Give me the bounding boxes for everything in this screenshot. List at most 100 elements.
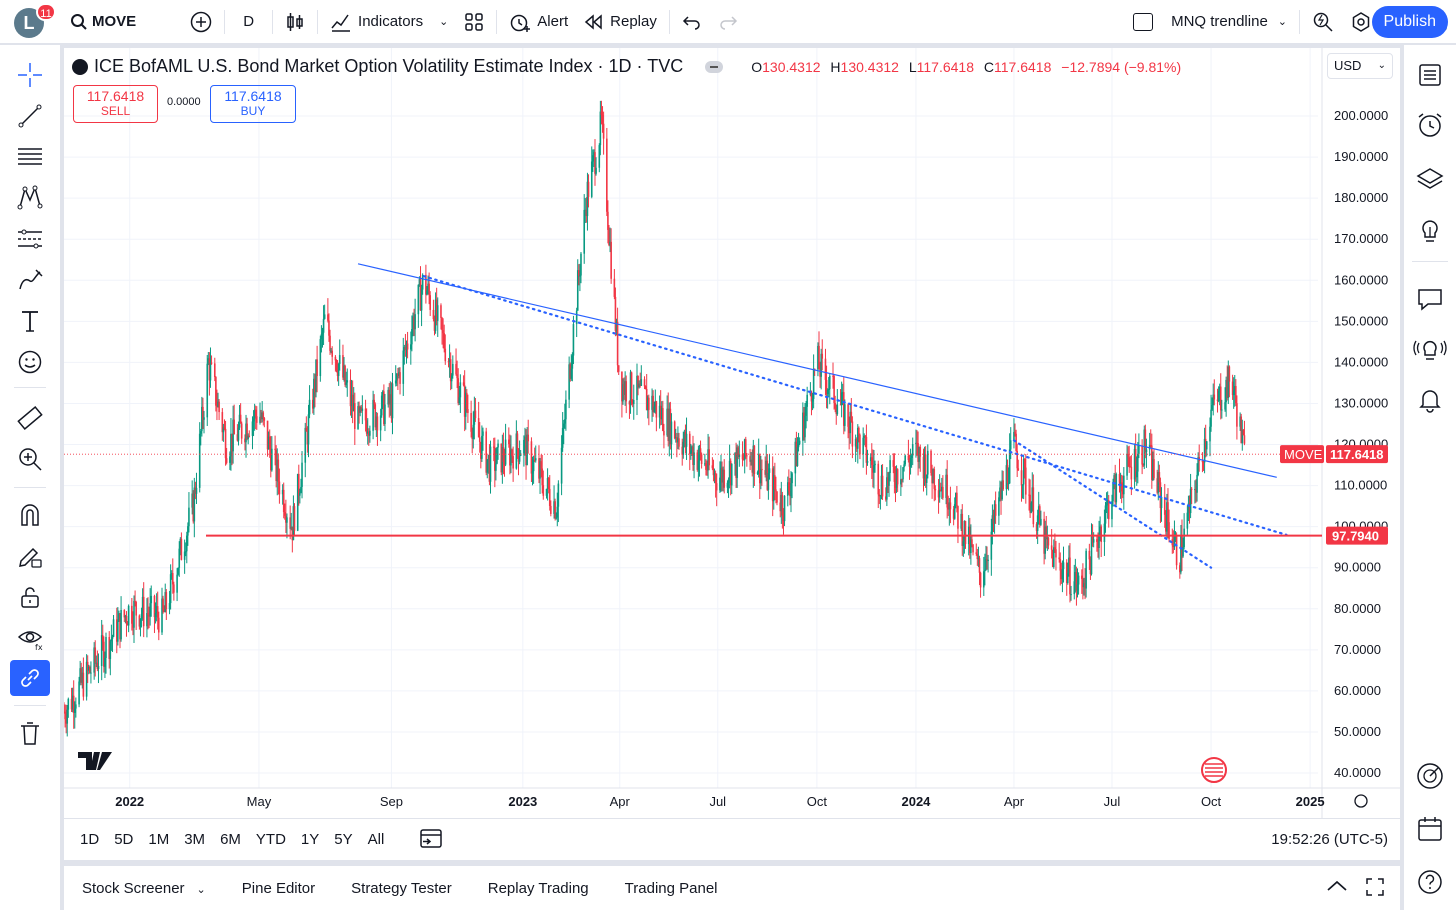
tf-5d[interactable]: 5D: [114, 831, 134, 848]
sync-drawings-tool[interactable]: [10, 660, 50, 696]
candle-body: [1163, 496, 1166, 515]
tab-replay-trading[interactable]: Replay Trading: [487, 879, 589, 897]
tab-pine-editor[interactable]: Pine Editor: [241, 879, 316, 897]
candle-body: [472, 424, 475, 440]
candle-body: [179, 538, 182, 549]
candle-body: [117, 621, 119, 642]
interval-button[interactable]: D: [229, 0, 268, 44]
candle-body: [970, 539, 972, 553]
candle-body: [892, 460, 895, 467]
tf-1y[interactable]: 1Y: [300, 831, 320, 848]
tab-stock-screener[interactable]: Stock Screener ⌄: [82, 880, 206, 897]
zoom-tool[interactable]: [10, 441, 50, 477]
streams-button[interactable]: [1412, 331, 1448, 367]
tf-6m[interactable]: 6M: [220, 831, 241, 848]
symbol-search-button[interactable]: MOVE: [62, 0, 144, 44]
tf-5y[interactable]: 5Y: [334, 831, 353, 848]
help-button[interactable]: [1412, 864, 1448, 900]
tf-1d[interactable]: 1D: [80, 831, 100, 848]
indicators-button[interactable]: Indicators ⌄: [322, 0, 456, 44]
candle-body: [449, 359, 452, 382]
candle-body: [124, 615, 127, 618]
magnet-tool[interactable]: [10, 497, 50, 533]
candle-body: [75, 704, 77, 709]
price-tick-label: 90.0000: [1334, 560, 1381, 575]
candle-body: [504, 439, 507, 465]
fib-tool[interactable]: [10, 139, 50, 175]
calendar-button[interactable]: [1412, 811, 1448, 847]
chats-button[interactable]: [1412, 281, 1448, 317]
candle-body: [447, 361, 450, 363]
quick-search-button[interactable]: [1304, 0, 1342, 44]
replay-label: Replay: [610, 13, 657, 30]
emoji-tool[interactable]: [10, 344, 50, 380]
lock-drawings-tool[interactable]: [10, 579, 50, 615]
tf-all[interactable]: All: [367, 831, 385, 848]
ruler-icon: [17, 406, 43, 430]
ideas-button[interactable]: [1412, 213, 1448, 249]
session-clock[interactable]: 19:52:26 (UTC-5): [1271, 831, 1388, 848]
tab-trading-panel[interactable]: Trading Panel: [624, 879, 718, 897]
goto-date-button[interactable]: [419, 826, 443, 854]
replay-button[interactable]: Replay: [576, 0, 665, 44]
maximize-panel-button[interactable]: [1364, 876, 1386, 902]
candle-body: [1194, 489, 1196, 491]
candle-body: [1227, 366, 1230, 398]
forecast-tool[interactable]: [10, 221, 50, 257]
candle-body: [742, 459, 745, 461]
crosshair-tool[interactable]: [10, 57, 50, 93]
tf-1m[interactable]: 1M: [148, 831, 170, 848]
chart-type-button[interactable]: [277, 0, 313, 44]
candle-body: [696, 452, 699, 470]
candle-body: [776, 491, 778, 503]
candle-body: [660, 408, 663, 420]
watchlist-button[interactable]: [1412, 57, 1448, 93]
buy-button[interactable]: 117.6418 BUY: [210, 85, 296, 123]
dom-button[interactable]: [1412, 758, 1448, 794]
tf-ytd[interactable]: YTD: [255, 831, 286, 848]
chart-pane[interactable]: 200.0000 190.0000 180.0000 170.0000 160.0000…: [64, 48, 1400, 860]
tab-strategy-tester[interactable]: Strategy Tester: [351, 879, 452, 897]
keep-drawing-tool[interactable]: [10, 538, 50, 574]
remove-drawings-tool[interactable]: [10, 715, 50, 751]
time-tick-label: May: [247, 794, 272, 809]
alert-button[interactable]: Alert: [501, 0, 576, 44]
publish-button[interactable]: Publish: [1371, 6, 1448, 38]
hide-series-icon[interactable]: [705, 60, 724, 73]
brush-tool[interactable]: [10, 262, 50, 298]
brush-icon: [19, 269, 43, 290]
candle-body: [578, 270, 580, 276]
pattern-tool[interactable]: [10, 180, 50, 216]
candle-body: [150, 595, 153, 604]
candle-body: [765, 460, 768, 475]
candle-body: [398, 372, 400, 376]
candle-body: [1017, 468, 1020, 471]
layout-button[interactable]: MNQ trendline ⌄: [1125, 0, 1295, 44]
object-tree-button[interactable]: [1412, 161, 1448, 197]
collapse-panel-button[interactable]: [1326, 878, 1348, 898]
tf-3m[interactable]: 3M: [184, 831, 206, 848]
candle-body: [252, 418, 255, 422]
alerts-button[interactable]: [1412, 107, 1448, 143]
trendline-tool[interactable]: [10, 98, 50, 134]
settings-button[interactable]: [1342, 0, 1380, 44]
candle-body: [500, 443, 503, 473]
notifications-button[interactable]: [1412, 381, 1448, 417]
compare-symbol-button[interactable]: [182, 0, 220, 44]
series-legend: ICE BofAML U.S. Bond Market Option Volat…: [72, 56, 1187, 77]
legend-title[interactable]: ICE BofAML U.S. Bond Market Option Volat…: [94, 56, 684, 76]
candle-body: [418, 279, 421, 285]
price-chart[interactable]: 200.0000 190.0000 180.0000 170.0000 160.0000…: [64, 48, 1400, 818]
redo-button[interactable]: [710, 0, 746, 44]
candle-body: [481, 435, 483, 459]
candle-body: [1224, 402, 1226, 410]
hide-drawings-tool[interactable]: fx: [10, 620, 50, 656]
candle-body: [440, 305, 442, 318]
currency-select[interactable]: USD ⌄: [1327, 53, 1393, 79]
templates-button[interactable]: [456, 0, 492, 44]
sell-button[interactable]: 117.6418 SELL: [73, 85, 158, 123]
candle-body: [104, 657, 106, 667]
measure-tool[interactable]: [10, 400, 50, 436]
undo-button[interactable]: [674, 0, 710, 44]
text-tool[interactable]: [10, 303, 50, 339]
